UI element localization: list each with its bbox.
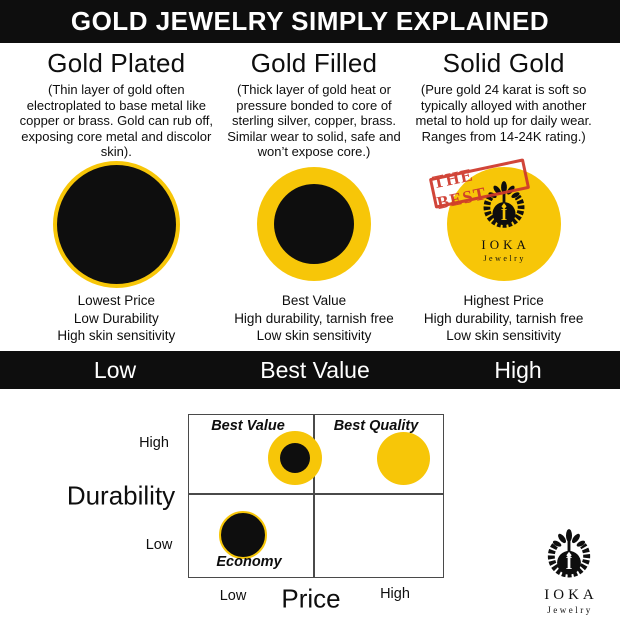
chart-vertical-divider	[313, 415, 315, 577]
trait-line: Lowest Price	[77, 293, 155, 308]
chart-grid	[188, 414, 444, 578]
chart-horizontal-divider	[189, 493, 443, 495]
ioka-crest-icon: I	[547, 529, 591, 578]
price-scale-bar: Low Best Value High	[0, 351, 620, 389]
gold-filled-traits: Best Value High durability, tarnish free…	[211, 292, 418, 345]
solid-gold-description: (Pure gold 24 karat is soft so typically…	[415, 82, 592, 144]
trait-line: Low skin sensitivity	[446, 328, 562, 343]
solid-gold-circle-row: I IOKA Jewelry	[400, 159, 607, 289]
price-scale-best-value: Best Value	[260, 357, 370, 383]
column-gold-filled: Gold Filled (Thick layer of gold heat or…	[211, 43, 418, 351]
best-value-point	[268, 431, 322, 485]
column-gold-plated: Gold Plated (Thin layer of gold often el…	[13, 43, 220, 351]
price-scale-high: High	[494, 357, 542, 383]
best-value-point-core	[280, 443, 310, 473]
quadrant-label-best-quality: Best Quality	[333, 418, 419, 434]
gold-plated-heading: Gold Plated	[47, 48, 186, 78]
economy-point	[219, 511, 267, 559]
trait-line: Best Value	[281, 293, 347, 308]
x-axis-label: Price	[281, 583, 341, 614]
gold-filled-coin-icon	[256, 167, 371, 281]
price-scale-low: Low	[93, 357, 137, 383]
trait-line: Low Durability	[73, 310, 159, 326]
brand-subtitle: Jewelry	[547, 605, 593, 615]
solid-gold-traits: Highest Price High durability, tarnish f…	[400, 292, 607, 345]
y-axis-label: Durability	[66, 480, 176, 511]
trait-line: High durability, tarnish free	[423, 310, 584, 326]
ioka-monogram: I	[500, 205, 507, 224]
quadrant-label-economy: Economy	[216, 554, 282, 570]
x-tick-low: Low	[219, 588, 247, 604]
brand-name: IOKA	[544, 587, 598, 603]
brand-name: IOKA	[481, 237, 530, 252]
trait-line: Highest Price	[463, 293, 544, 308]
gold-plated-coin-icon	[52, 160, 180, 288]
x-tick-high: High	[380, 586, 410, 602]
solid-gold-coin-icon: I IOKA Jewelry	[446, 167, 561, 281]
page-title: GOLD JEWELRY SIMPLY EXPLAINED	[70, 6, 550, 36]
column-solid-gold: Solid Gold (Pure gold 24 karat is soft s…	[400, 43, 607, 351]
title-bar: GOLD JEWELRY SIMPLY EXPLAINED	[0, 0, 620, 43]
y-tick-low: Low	[145, 537, 173, 553]
trait-line: Low skin sensitivity	[256, 328, 372, 343]
gold-filled-heading: Gold Filled	[250, 48, 378, 78]
brand-subtitle: Jewelry	[483, 254, 526, 263]
best-quality-point	[377, 432, 430, 485]
gold-filled-description: (Thick layer of gold heat or pressure bo…	[227, 82, 401, 160]
gold-filled-core	[273, 184, 354, 264]
solid-gold-heading: Solid Gold	[442, 48, 565, 78]
gold-filled-circle-row	[211, 159, 418, 289]
trait-line: High skin sensitivity	[57, 328, 176, 343]
footer-brand-logo: I IOKA Jewelry	[537, 528, 601, 615]
gold-plated-traits: Lowest Price Low Durability High skin se…	[13, 292, 220, 345]
gold-plated-circle-row	[13, 159, 220, 289]
trait-line: High durability, tarnish free	[234, 310, 394, 326]
comparison-columns: Gold Plated (Thin layer of gold often el…	[0, 43, 620, 351]
y-tick-high: High	[139, 435, 169, 451]
ioka-monogram: I	[566, 553, 573, 573]
gold-plated-core	[56, 164, 176, 284]
gold-plated-description: (Thin layer of gold often electroplated …	[19, 82, 214, 160]
ioka-crest-icon: I	[483, 181, 525, 228]
quadrant-label-best-value: Best Value	[211, 418, 285, 434]
